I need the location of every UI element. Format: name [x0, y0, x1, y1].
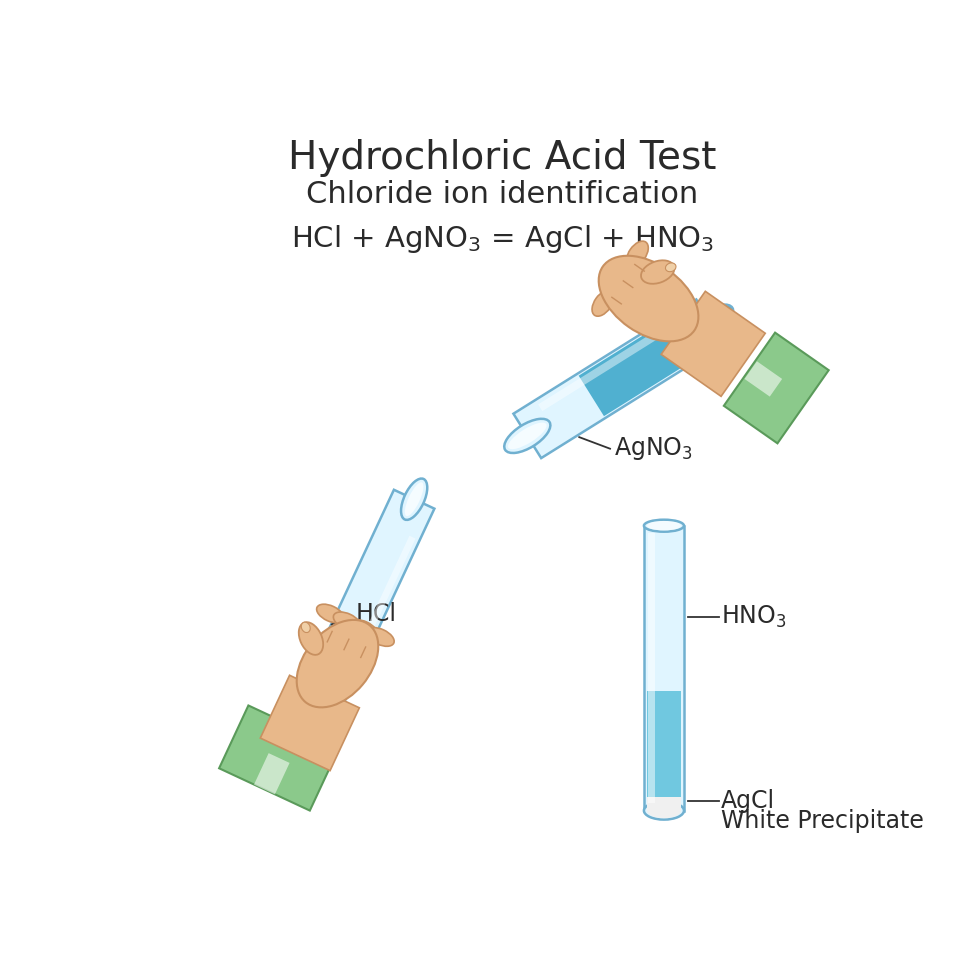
Ellipse shape: [644, 519, 684, 532]
Text: HNO$_3$: HNO$_3$: [721, 604, 786, 630]
Ellipse shape: [615, 258, 637, 283]
Ellipse shape: [592, 290, 613, 317]
Ellipse shape: [333, 612, 361, 631]
Polygon shape: [538, 304, 704, 411]
Polygon shape: [261, 675, 360, 770]
Ellipse shape: [604, 274, 625, 300]
Polygon shape: [745, 362, 782, 397]
Polygon shape: [301, 536, 416, 772]
Ellipse shape: [647, 803, 681, 818]
Ellipse shape: [508, 422, 547, 449]
Polygon shape: [644, 525, 648, 807]
Polygon shape: [724, 332, 829, 443]
Polygon shape: [644, 525, 684, 810]
Polygon shape: [647, 797, 681, 810]
Text: Chloride ion identification: Chloride ion identification: [306, 180, 699, 209]
Ellipse shape: [644, 802, 684, 819]
Polygon shape: [662, 291, 765, 396]
Ellipse shape: [641, 261, 674, 284]
Ellipse shape: [505, 418, 551, 453]
Polygon shape: [648, 533, 655, 803]
Text: HCl: HCl: [356, 603, 397, 626]
Ellipse shape: [277, 744, 304, 785]
Polygon shape: [270, 490, 434, 774]
Text: White Precipitate: White Precipitate: [721, 808, 924, 833]
Polygon shape: [220, 706, 339, 810]
Polygon shape: [514, 300, 724, 458]
Polygon shape: [254, 754, 289, 795]
Text: AgNO$_3$: AgNO$_3$: [613, 435, 693, 463]
Polygon shape: [272, 645, 361, 773]
Text: HCl + AgNO$_3$ = AgCl + HNO$_3$: HCl + AgNO$_3$ = AgCl + HNO$_3$: [291, 223, 713, 255]
Ellipse shape: [665, 263, 676, 271]
Ellipse shape: [626, 241, 649, 267]
Ellipse shape: [350, 619, 377, 639]
Ellipse shape: [405, 482, 423, 516]
Ellipse shape: [401, 478, 427, 520]
Text: AgCl: AgCl: [721, 789, 775, 813]
Polygon shape: [647, 691, 681, 810]
Ellipse shape: [297, 620, 378, 708]
Ellipse shape: [317, 605, 344, 623]
Ellipse shape: [367, 627, 394, 646]
Ellipse shape: [647, 521, 681, 530]
Ellipse shape: [687, 305, 733, 339]
Text: Hydrochloric Acid Test: Hydrochloric Acid Test: [288, 138, 716, 176]
Ellipse shape: [301, 622, 311, 632]
Ellipse shape: [599, 256, 699, 341]
Polygon shape: [680, 525, 684, 807]
Polygon shape: [578, 302, 723, 416]
Ellipse shape: [299, 622, 323, 655]
